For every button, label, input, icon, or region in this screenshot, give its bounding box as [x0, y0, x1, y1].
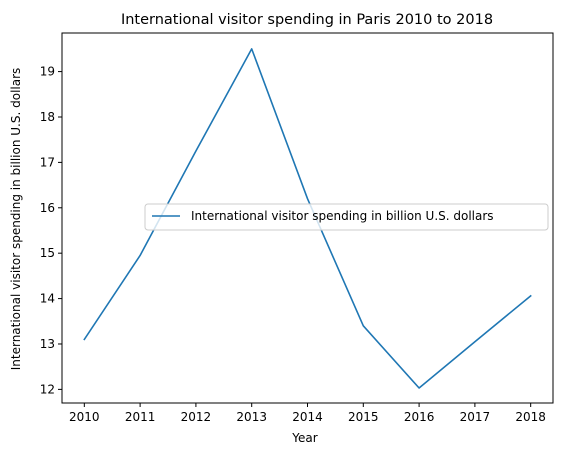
y-tick-label: 18: [40, 110, 55, 124]
y-tick-label: 15: [40, 246, 55, 260]
y-axis-label: International visitor spending in billio…: [9, 68, 23, 371]
y-tick-label: 13: [40, 337, 55, 351]
legend-label: International visitor spending in billio…: [191, 209, 494, 223]
legend-box: [144, 203, 549, 231]
x-tick-label: 2016: [404, 410, 435, 424]
x-tick-label: 2012: [181, 410, 212, 424]
x-axis: 2010 2011 2012 2013 2014 2015 2016 2017 2018: [69, 403, 546, 424]
x-tick-label: 2018: [515, 410, 546, 424]
x-tick-label: 2017: [460, 410, 491, 424]
x-tick-label: 2013: [236, 410, 267, 424]
x-tick-label: 2014: [292, 410, 323, 424]
y-tick-label: 14: [40, 292, 55, 306]
y-tick-label: 19: [40, 65, 55, 79]
x-tick-label: 2010: [69, 410, 100, 424]
x-tick-label: 2015: [348, 410, 379, 424]
y-axis: 12 13 14 15 16 17 18 19: [40, 65, 62, 396]
legend: International visitor spending in billio…: [144, 203, 549, 231]
y-tick-label: 17: [40, 155, 55, 169]
chart-title: International visitor spending in Paris …: [121, 12, 493, 28]
x-axis-label: Year: [291, 431, 317, 445]
y-tick-label: 16: [40, 201, 55, 215]
x-tick-label: 2011: [125, 410, 156, 424]
y-tick-label: 12: [40, 382, 55, 396]
